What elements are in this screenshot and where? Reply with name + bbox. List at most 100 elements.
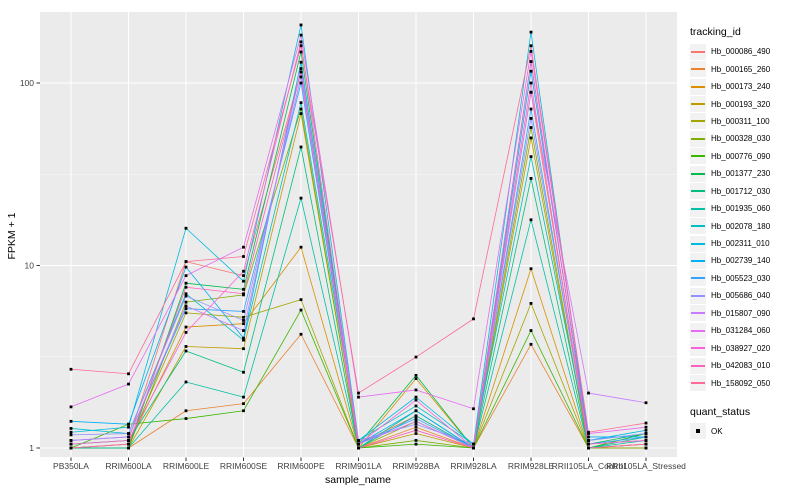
legend-item-label: Hb_000086_490 [711,47,771,57]
data-point [357,446,360,450]
data-point [69,427,73,430]
data-point [414,395,418,399]
data-point [242,338,245,342]
data-point [299,44,303,48]
legend-key [690,305,706,322]
data-point [184,345,188,348]
points-Hb_042083_010 [69,70,648,450]
series-points [69,23,648,450]
data-point [184,330,188,334]
data-point [529,69,533,73]
data-point [529,267,533,271]
data-point [529,81,533,85]
data-point [69,446,73,450]
data-point [69,405,73,409]
y-axis-title: FPKM + 1 [6,212,18,260]
legend-item-Hb_000311_100: Hb_000311_100 [690,113,800,130]
data-point [242,319,245,322]
data-point [127,372,130,376]
data-point [299,70,303,74]
legend-key [690,183,706,200]
data-point [184,409,188,413]
data-point [644,401,648,405]
line-swatch-icon [691,329,705,332]
line-swatch-icon [691,50,705,53]
legend-key [690,43,706,60]
data-point [414,398,418,402]
data-point [242,274,245,278]
data-point [299,33,303,37]
legend-key [690,357,706,374]
legend-key [690,340,706,357]
legend-item-Hb_000086_490: Hb_000086_490 [690,43,800,60]
data-point [242,279,245,283]
legend-item-label: Hb_042083_010 [711,361,771,371]
data-point [529,136,533,140]
data-point [529,116,533,120]
data-point [529,49,533,53]
legend-key [690,322,706,339]
data-point [242,322,245,326]
data-point [414,432,418,435]
data-point [242,329,245,332]
legend-item-Hb_005686_040: Hb_005686_040 [690,287,800,304]
data-point [184,274,188,278]
legend-item-label: Hb_001712_030 [711,186,771,196]
x-tick-label: RRII105LA_Control [552,461,626,471]
data-point [587,435,590,439]
data-point [242,409,245,413]
line-swatch-icon [691,155,705,158]
data-point [184,294,188,298]
line-swatch-icon [691,347,705,350]
legend-key [690,78,706,95]
data-point [184,311,188,315]
data-point [242,402,245,406]
data-point [299,101,303,105]
x-axis-title: sample_name [325,474,391,486]
data-point [127,432,130,435]
data-point [69,430,73,434]
line-swatch-icon [691,242,705,245]
points-Hb_158092_050 [69,44,648,434]
x-tick-label: RRIM600PE [277,461,325,471]
x-tick-label: RRIM928LE [508,461,555,471]
data-point [299,81,303,85]
data-point [242,315,245,319]
line-swatch-icon [691,294,705,297]
legend-key [690,130,706,147]
legend-item-Hb_005523_030: Hb_005523_030 [690,270,800,287]
data-point [299,67,303,70]
data-point [529,126,533,129]
data-point [414,442,418,446]
legend-item-label: Hb_015807_090 [711,308,771,318]
legend-key [690,113,706,130]
data-point [299,308,303,312]
legend-item-Hb_001377_230: Hb_001377_230 [690,165,800,182]
data-point [529,218,533,222]
legend-item-label: Hb_000311_100 [711,116,770,126]
data-point [127,422,130,426]
data-point [299,107,303,111]
line-swatch-icon [691,103,705,106]
data-point [472,407,475,411]
data-point [299,40,303,44]
data-point [644,432,648,435]
x-tick-label: RRIM600LE [163,461,210,471]
data-point [242,347,245,351]
data-point [184,417,188,420]
legend-item-label: Hb_158092_050 [711,378,771,388]
data-point [587,439,590,442]
data-point [472,446,475,450]
data-point [69,439,73,442]
data-point [184,300,188,304]
legend-item-Hb_158092_050: Hb_158092_050 [690,374,800,392]
line-swatch-icon [691,85,705,88]
legend-item-label: Hb_038927_020 [711,343,771,353]
legend-key [690,287,706,304]
data-point [299,75,303,79]
data-point [242,395,245,399]
data-point [184,265,188,269]
data-point [242,245,245,249]
data-point [299,245,303,249]
